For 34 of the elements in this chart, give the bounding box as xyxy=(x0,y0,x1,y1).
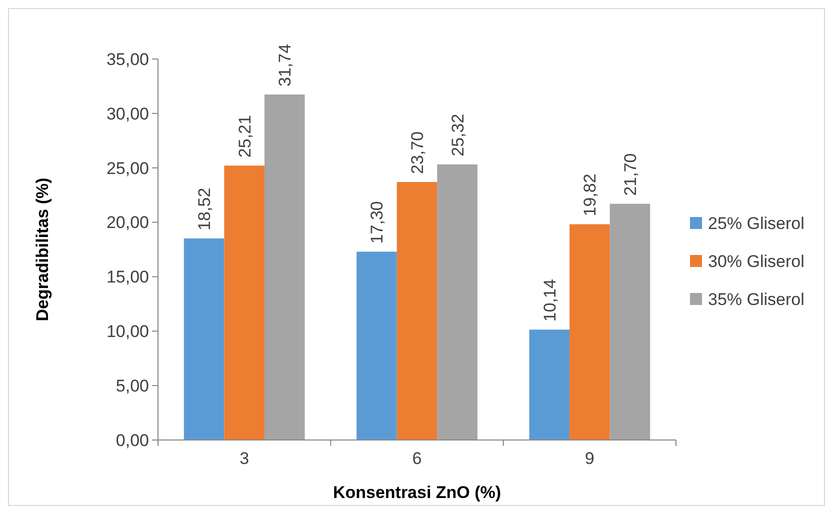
x-tick-label: 6 xyxy=(412,449,422,468)
legend-label: 25% Gliserol xyxy=(708,214,804,233)
x-axis-title: Konsentrasi ZnO (%) xyxy=(332,483,502,502)
y-tick-label: 20,00 xyxy=(106,213,149,232)
bar xyxy=(570,224,610,440)
y-tick-label: 35,00 xyxy=(106,50,149,69)
bar xyxy=(396,182,438,440)
data-label: 25,21 xyxy=(235,115,254,158)
y-tick-label: 25,00 xyxy=(106,158,149,178)
data-label: 21,70 xyxy=(620,153,640,196)
y-tick-label: 15,00 xyxy=(106,268,149,287)
y-tick-label: 30,00 xyxy=(106,104,149,124)
data-label: 18,52 xyxy=(195,188,214,230)
bar xyxy=(224,166,264,440)
data-label: 31,74 xyxy=(276,44,295,86)
data-label: 10,14 xyxy=(540,279,560,322)
data-label: 23,70 xyxy=(408,131,427,174)
bar xyxy=(184,238,224,440)
x-tick-label: 9 xyxy=(584,449,594,468)
data-label: 25,32 xyxy=(448,114,468,156)
y-axis-title: Degradibilitas (%) xyxy=(33,178,52,322)
bar xyxy=(356,252,397,440)
y-tick-label: 10,00 xyxy=(106,322,149,342)
y-tick-label: 0,00 xyxy=(116,430,149,450)
x-tick-label: 3 xyxy=(240,449,250,468)
legend-label: 30% Gliserol xyxy=(708,252,804,271)
bar xyxy=(529,330,570,440)
data-label: 19,82 xyxy=(580,174,600,216)
data-label: 17,30 xyxy=(368,201,387,244)
bar xyxy=(610,204,650,440)
y-tick-label: 5,00 xyxy=(116,376,149,396)
legend-label: 35% Gliserol xyxy=(708,290,804,309)
bar xyxy=(437,164,478,440)
bar xyxy=(264,94,305,440)
